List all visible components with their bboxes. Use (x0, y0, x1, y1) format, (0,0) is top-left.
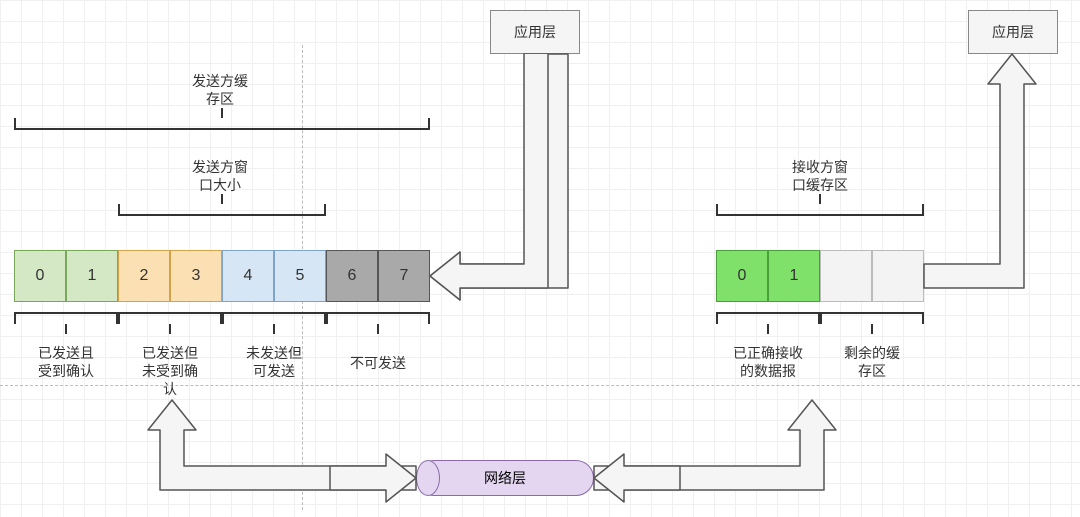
sender-grp2-bracket (222, 312, 326, 324)
sender-cell-5-n: 5 (296, 267, 305, 285)
network-layer-label: 网络层 (484, 468, 526, 488)
app-layer-right: 应用层 (968, 10, 1058, 54)
sender-buffer-bracket-stem (221, 108, 223, 118)
sender-window-label-text: 发送方窗口大小 (192, 159, 248, 193)
sender-cell-4-n: 4 (244, 267, 253, 285)
sender-cell-3-n: 3 (192, 267, 201, 285)
arrow-app-to-sender (430, 54, 575, 294)
arrow-receiver-to-network (594, 454, 684, 504)
sender-grp3-text: 不可发送 (350, 355, 406, 371)
sender-cell-6-n: 6 (348, 267, 357, 285)
receiver-cell-0-n: 0 (738, 267, 747, 285)
sender-grp2-text: 未发送但可发送 (246, 345, 302, 379)
sender-grp0-bracket (14, 312, 118, 324)
sender-cell-6: 6 (326, 250, 378, 302)
network-layer: 网络层 (416, 460, 594, 496)
sender-cell-4: 4 (222, 250, 274, 302)
receiver-grp1-label: 剩余的缓存区 (816, 344, 928, 380)
arrow-receiver-to-app (924, 54, 1044, 294)
sender-cell-3: 3 (170, 250, 222, 302)
sender-cell-2-n: 2 (140, 267, 149, 285)
app-layer-left: 应用层 (490, 10, 580, 54)
sender-grp1-stem (169, 324, 171, 334)
receiver-grp0-label: 已正确接收的数据报 (710, 344, 826, 380)
sender-grp2-label: 未发送但可发送 (218, 344, 330, 380)
receiver-buffer-label-text: 接收方窗口缓存区 (792, 159, 848, 193)
app-layer-right-label: 应用层 (992, 22, 1034, 42)
receiver-grp1-text: 剩余的缓存区 (844, 345, 900, 379)
sender-cell-5: 5 (274, 250, 326, 302)
receiver-buffer-label: 接收方窗口缓存区 (760, 158, 880, 194)
sender-buffer-bracket (14, 118, 430, 130)
sender-grp1-bracket (118, 312, 222, 324)
receiver-buffer-bracket-stem (819, 194, 821, 204)
sender-window-label: 发送方窗口大小 (160, 158, 280, 194)
receiver-cell-0: 0 (716, 250, 768, 302)
sender-cell-7-n: 7 (400, 267, 409, 285)
receiver-cell-2 (820, 250, 872, 302)
receiver-grp1-stem (871, 324, 873, 334)
sender-grp0-label: 已发送且受到确认 (10, 344, 122, 380)
app-layer-left-label: 应用层 (514, 22, 556, 42)
receiver-cell-1-n: 1 (790, 267, 799, 285)
receiver-grp0-text: 已正确接收的数据报 (733, 345, 803, 379)
sender-cell-1-n: 1 (88, 267, 97, 285)
sender-window-bracket-stem (221, 194, 223, 204)
sender-grp3-bracket (326, 312, 430, 324)
sender-grp0-text: 已发送且受到确认 (38, 345, 94, 379)
receiver-grp0-stem (767, 324, 769, 334)
receiver-cell-3 (872, 250, 924, 302)
receiver-buffer-bracket (716, 204, 924, 216)
sender-grp0-stem (65, 324, 67, 334)
sender-window-bracket (118, 204, 326, 216)
sender-cell-7: 7 (378, 250, 430, 302)
receiver-grp0-bracket (716, 312, 820, 324)
sender-cell-0: 0 (14, 250, 66, 302)
arrow-sender-to-network (330, 454, 420, 504)
sender-cell-0-n: 0 (36, 267, 45, 285)
sender-buffer-label: 发送方缓存区 (160, 72, 280, 108)
sender-cell-1: 1 (66, 250, 118, 302)
sender-grp1-label: 已发送但未受到确认 (114, 344, 226, 399)
sender-grp3-stem (377, 324, 379, 334)
sender-grp2-stem (273, 324, 275, 334)
receiver-grp1-bracket (820, 312, 924, 324)
receiver-cell-1: 1 (768, 250, 820, 302)
sender-cell-2: 2 (118, 250, 170, 302)
sender-buffer-label-text: 发送方缓存区 (192, 73, 248, 107)
sender-grp3-label: 不可发送 (322, 354, 434, 372)
sender-grp1-text: 已发送但未受到确认 (142, 345, 198, 397)
